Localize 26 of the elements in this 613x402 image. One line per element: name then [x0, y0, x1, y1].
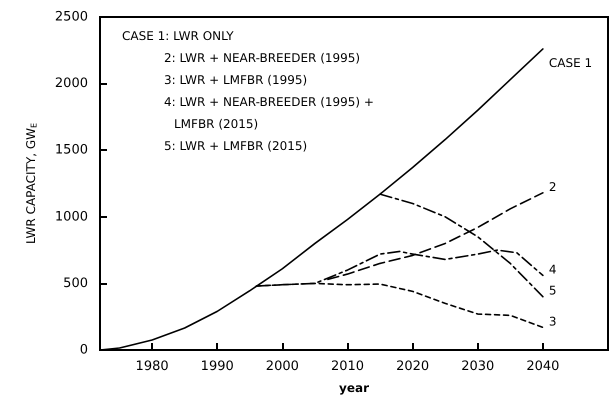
annotation: 4: LWR + NEAR-BREEDER (1995) +: [164, 95, 374, 109]
y-tick-label: 2500: [54, 10, 88, 24]
series-label: 5: [548, 284, 557, 298]
x-axis-title: year: [339, 381, 370, 395]
y-tick-label: 1500: [54, 142, 88, 158]
annotation: CASE 1: LWR ONLY: [122, 29, 234, 43]
annotation: 5: LWR + LMFBR (2015): [164, 139, 308, 153]
x-tick-label: 2030: [461, 359, 494, 374]
y-tick-label: 0: [80, 342, 88, 358]
x-tick-label: 1980: [136, 359, 169, 374]
annotation: 2: LWR + NEAR-BREEDER (1995): [164, 51, 360, 65]
series-label: CASE 1: [548, 56, 592, 70]
y-tick-label: 1000: [54, 209, 88, 224]
series-label: 3: [548, 314, 557, 328]
x-tick-label: 2010: [330, 359, 364, 374]
x-tick-label: 2020: [396, 359, 430, 374]
x-tick-label: 2040: [526, 359, 560, 374]
x-tick-label: 1990: [200, 359, 234, 374]
series-label: 4: [548, 262, 557, 276]
x-tick-label: 2000: [266, 359, 299, 374]
y-axis-title: LWR CAPACITY, GWE: [24, 122, 38, 244]
series-label: 2: [548, 180, 557, 194]
y-tick-label: 2000: [54, 76, 88, 92]
annotation: 3: LWR + LMFBR (1995): [164, 73, 308, 87]
y-tick-label: 500: [63, 276, 88, 291]
annotation: LMFBR (2015): [174, 117, 258, 131]
